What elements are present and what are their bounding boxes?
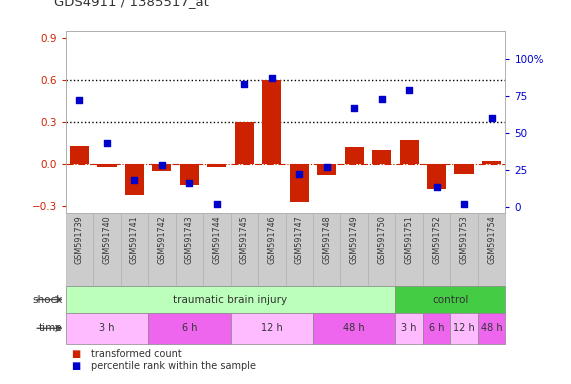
Text: GSM591743: GSM591743 — [185, 215, 194, 264]
Point — [102, 140, 111, 146]
Text: 12 h: 12 h — [261, 323, 283, 333]
Text: traumatic brain injury: traumatic brain injury — [174, 295, 288, 305]
Text: 6 h: 6 h — [429, 323, 444, 333]
Text: ■: ■ — [71, 349, 81, 359]
Bar — [344, 147, 364, 164]
Point — [240, 81, 249, 87]
Bar — [148, 313, 231, 344]
Bar — [286, 213, 313, 286]
Bar — [66, 313, 148, 344]
Text: GSM591740: GSM591740 — [102, 215, 111, 264]
Bar — [395, 213, 423, 286]
Bar — [455, 164, 474, 174]
Text: 6 h: 6 h — [182, 323, 197, 333]
Bar — [400, 140, 419, 164]
Text: GSM591741: GSM591741 — [130, 215, 139, 264]
Bar — [395, 286, 505, 313]
Bar — [423, 213, 451, 286]
Bar — [427, 164, 447, 189]
Bar — [258, 213, 286, 286]
Point — [487, 115, 496, 121]
Bar — [395, 313, 423, 344]
Text: 12 h: 12 h — [453, 323, 475, 333]
Text: GSM591750: GSM591750 — [377, 215, 386, 264]
Bar — [120, 213, 148, 286]
Bar — [97, 164, 116, 167]
Text: GSM591752: GSM591752 — [432, 215, 441, 264]
Bar — [451, 313, 478, 344]
Text: control: control — [432, 295, 469, 305]
Text: ■: ■ — [71, 361, 81, 371]
Bar — [478, 313, 505, 344]
Text: GSM591751: GSM591751 — [405, 215, 413, 264]
Point — [157, 162, 166, 168]
Text: GSM591742: GSM591742 — [158, 215, 166, 264]
Bar — [152, 164, 171, 171]
Text: 48 h: 48 h — [343, 323, 365, 333]
Bar — [180, 164, 199, 185]
Bar — [203, 213, 231, 286]
Point — [349, 104, 359, 111]
Text: time: time — [39, 323, 63, 333]
Bar — [478, 213, 505, 286]
Bar — [368, 213, 395, 286]
Bar — [423, 313, 451, 344]
Text: GSM591749: GSM591749 — [349, 215, 359, 264]
Bar — [231, 213, 258, 286]
Point — [295, 171, 304, 177]
Bar — [313, 213, 340, 286]
Bar — [66, 286, 395, 313]
Text: 3 h: 3 h — [401, 323, 417, 333]
Bar — [124, 164, 144, 195]
Text: GSM591747: GSM591747 — [295, 215, 304, 264]
Text: 48 h: 48 h — [481, 323, 502, 333]
Bar — [176, 213, 203, 286]
Point — [405, 87, 414, 93]
Point — [185, 180, 194, 186]
Point — [130, 177, 139, 183]
Bar — [231, 313, 313, 344]
Bar — [372, 150, 391, 164]
Point — [460, 200, 469, 207]
Text: percentile rank within the sample: percentile rank within the sample — [91, 361, 256, 371]
Text: GSM591745: GSM591745 — [240, 215, 249, 264]
Bar — [148, 213, 176, 286]
Text: 3 h: 3 h — [99, 323, 115, 333]
Text: transformed count: transformed count — [91, 349, 182, 359]
Text: GSM591754: GSM591754 — [487, 215, 496, 264]
Bar — [313, 313, 395, 344]
Text: GSM591746: GSM591746 — [267, 215, 276, 264]
Point — [322, 164, 331, 170]
Point — [377, 96, 386, 102]
Bar — [262, 80, 282, 164]
Point — [75, 97, 84, 103]
Bar — [207, 164, 227, 167]
Bar — [340, 213, 368, 286]
Bar — [66, 213, 93, 286]
Text: GDS4911 / 1385517_at: GDS4911 / 1385517_at — [54, 0, 209, 8]
Bar — [93, 213, 120, 286]
Text: GSM591744: GSM591744 — [212, 215, 222, 264]
Bar — [317, 164, 336, 175]
Bar — [235, 122, 254, 164]
Bar — [482, 161, 501, 164]
Text: GSM591748: GSM591748 — [322, 215, 331, 264]
Text: GSM591753: GSM591753 — [460, 215, 469, 264]
Point — [267, 75, 276, 81]
Bar — [70, 146, 89, 164]
Bar — [451, 213, 478, 286]
Point — [212, 200, 222, 207]
Bar — [289, 164, 309, 202]
Text: shock: shock — [33, 295, 63, 305]
Point — [432, 184, 441, 190]
Text: GSM591739: GSM591739 — [75, 215, 84, 264]
